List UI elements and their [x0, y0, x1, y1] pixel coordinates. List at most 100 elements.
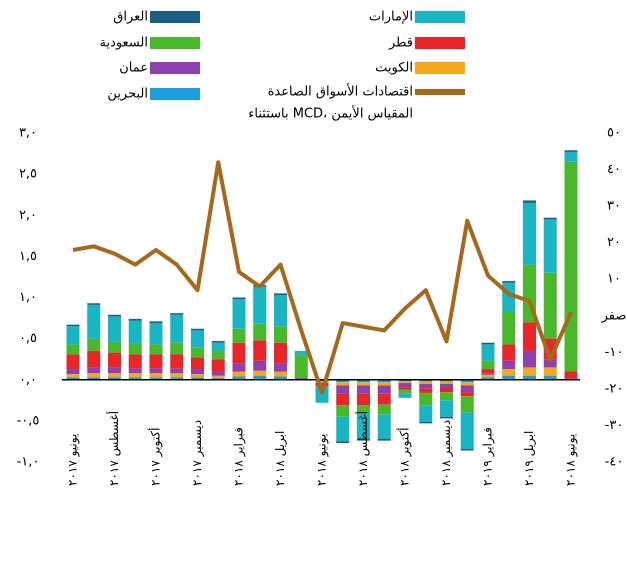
bar-segment: [543, 217, 557, 220]
bar-segment: [87, 303, 101, 305]
bar-segment: [108, 377, 121, 380]
bar-segment: [336, 385, 350, 394]
bar-segment: [564, 161, 578, 372]
x-tick-label: فبراير ٢٠١٨: [232, 427, 247, 486]
bar-segment: [440, 379, 453, 382]
x-tick-label: يونيو ٢٠١٨: [315, 434, 330, 486]
bar-segment: [315, 386, 329, 403]
bar-segment: [543, 272, 557, 339]
bar-segment: [149, 321, 163, 323]
bar-segment: [440, 381, 453, 384]
bar-segment: [460, 412, 474, 449]
y2-tick-label: صفر: [601, 308, 627, 323]
bar-segment: [419, 405, 433, 422]
x-tick-label: أكتوبر ٢٠١٧: [148, 428, 164, 486]
bar-segment: [419, 421, 433, 424]
legend-label: عمان: [119, 61, 148, 76]
line-series: [72, 160, 573, 395]
bar-segment: [502, 311, 516, 345]
bar-segment: [274, 293, 287, 296]
y-tick-label: ٢,٥: [19, 167, 37, 182]
bar-segment: [523, 350, 536, 368]
x-tick-label: ديسمبر ٢٠١٨: [439, 420, 454, 486]
y2-tick-label: -٢٠: [605, 381, 624, 396]
bar-segment: [377, 379, 391, 383]
bar-segment: [440, 416, 453, 419]
y-tick-label: ١,٥: [19, 249, 37, 264]
bar-segment: [170, 354, 184, 369]
bar-segment: [481, 342, 495, 345]
bar-segment: [564, 151, 578, 162]
bar-segment: [523, 202, 536, 265]
bar-segment: [128, 318, 142, 321]
bar-segment: [398, 381, 412, 384]
bar-segment: [357, 413, 370, 439]
bar-segment: [398, 387, 412, 390]
bar-segment: [253, 286, 267, 324]
bar-segment: [191, 330, 204, 348]
bar-segment: [440, 400, 453, 417]
bar-segment: [170, 314, 184, 343]
bar-segment: [211, 371, 225, 376]
bar-segment: [315, 379, 329, 382]
bar-segment: [253, 323, 267, 341]
bar-segment: [357, 438, 370, 441]
bar-segment: [149, 344, 163, 355]
bar-segment: [253, 370, 267, 376]
bar-segment: [87, 377, 101, 380]
bar-segment: [357, 385, 370, 394]
bar-segment: [211, 359, 225, 372]
legend-swatch: [415, 11, 465, 23]
bar-segment: [564, 371, 578, 379]
bar-segment: [398, 383, 412, 388]
bar-segment: [523, 200, 536, 203]
bar-segment: [87, 367, 101, 374]
bar-segment: [377, 385, 391, 394]
legend-label: الإمارات: [369, 10, 413, 25]
bar-segment: [191, 347, 204, 358]
bar-segment: [128, 343, 142, 355]
bar-segment: [211, 375, 225, 379]
bar-segment: [191, 328, 204, 331]
bar-segment: [87, 373, 101, 378]
bar-segment: [357, 393, 370, 406]
bar-segment: [377, 404, 391, 415]
bar-segment: [460, 448, 474, 451]
bar-segment: [502, 369, 516, 376]
y2-tick-label: ٢٠: [607, 235, 621, 250]
y2-tick-label: -٣٠: [605, 418, 624, 433]
bar-segment: [232, 328, 246, 343]
bar-segment: [108, 373, 121, 378]
bar-segment: [191, 377, 204, 380]
y2-tick-label: -١٠: [605, 345, 624, 360]
legend-label: اقتصادات الأسواق الصاعدة: [268, 83, 413, 100]
bar-segment: [502, 375, 516, 380]
y-tick-label: ٣,٠: [19, 126, 37, 141]
bar-segment: [108, 316, 121, 342]
bar-segment: [149, 322, 163, 345]
bar-segment: [481, 377, 495, 380]
bar-segment: [128, 368, 142, 374]
bar-segment: [87, 350, 101, 368]
bar-segment: [419, 379, 433, 382]
x-tick-label: يونيو ٢٠١٧: [66, 434, 81, 486]
bar-segment: [419, 383, 433, 389]
bar-segment: [502, 344, 516, 361]
bar-segment: [274, 363, 287, 372]
bar-segment: [128, 320, 142, 344]
bar-segment: [543, 375, 557, 380]
bar-segment: [232, 376, 246, 380]
bar-segment: [170, 373, 184, 378]
bar-segment: [419, 388, 433, 393]
bar-segment: [191, 369, 204, 374]
bar-segment: [357, 405, 370, 414]
bar-segment: [502, 360, 516, 370]
bar-segment: [149, 373, 163, 378]
legend-swatch: [150, 37, 200, 49]
bar-segment: [66, 344, 80, 355]
bar-segment: [315, 383, 329, 387]
bar-segment: [294, 355, 308, 379]
y-tick-label: -١,٠: [17, 455, 40, 470]
bar-segment: [108, 341, 121, 353]
